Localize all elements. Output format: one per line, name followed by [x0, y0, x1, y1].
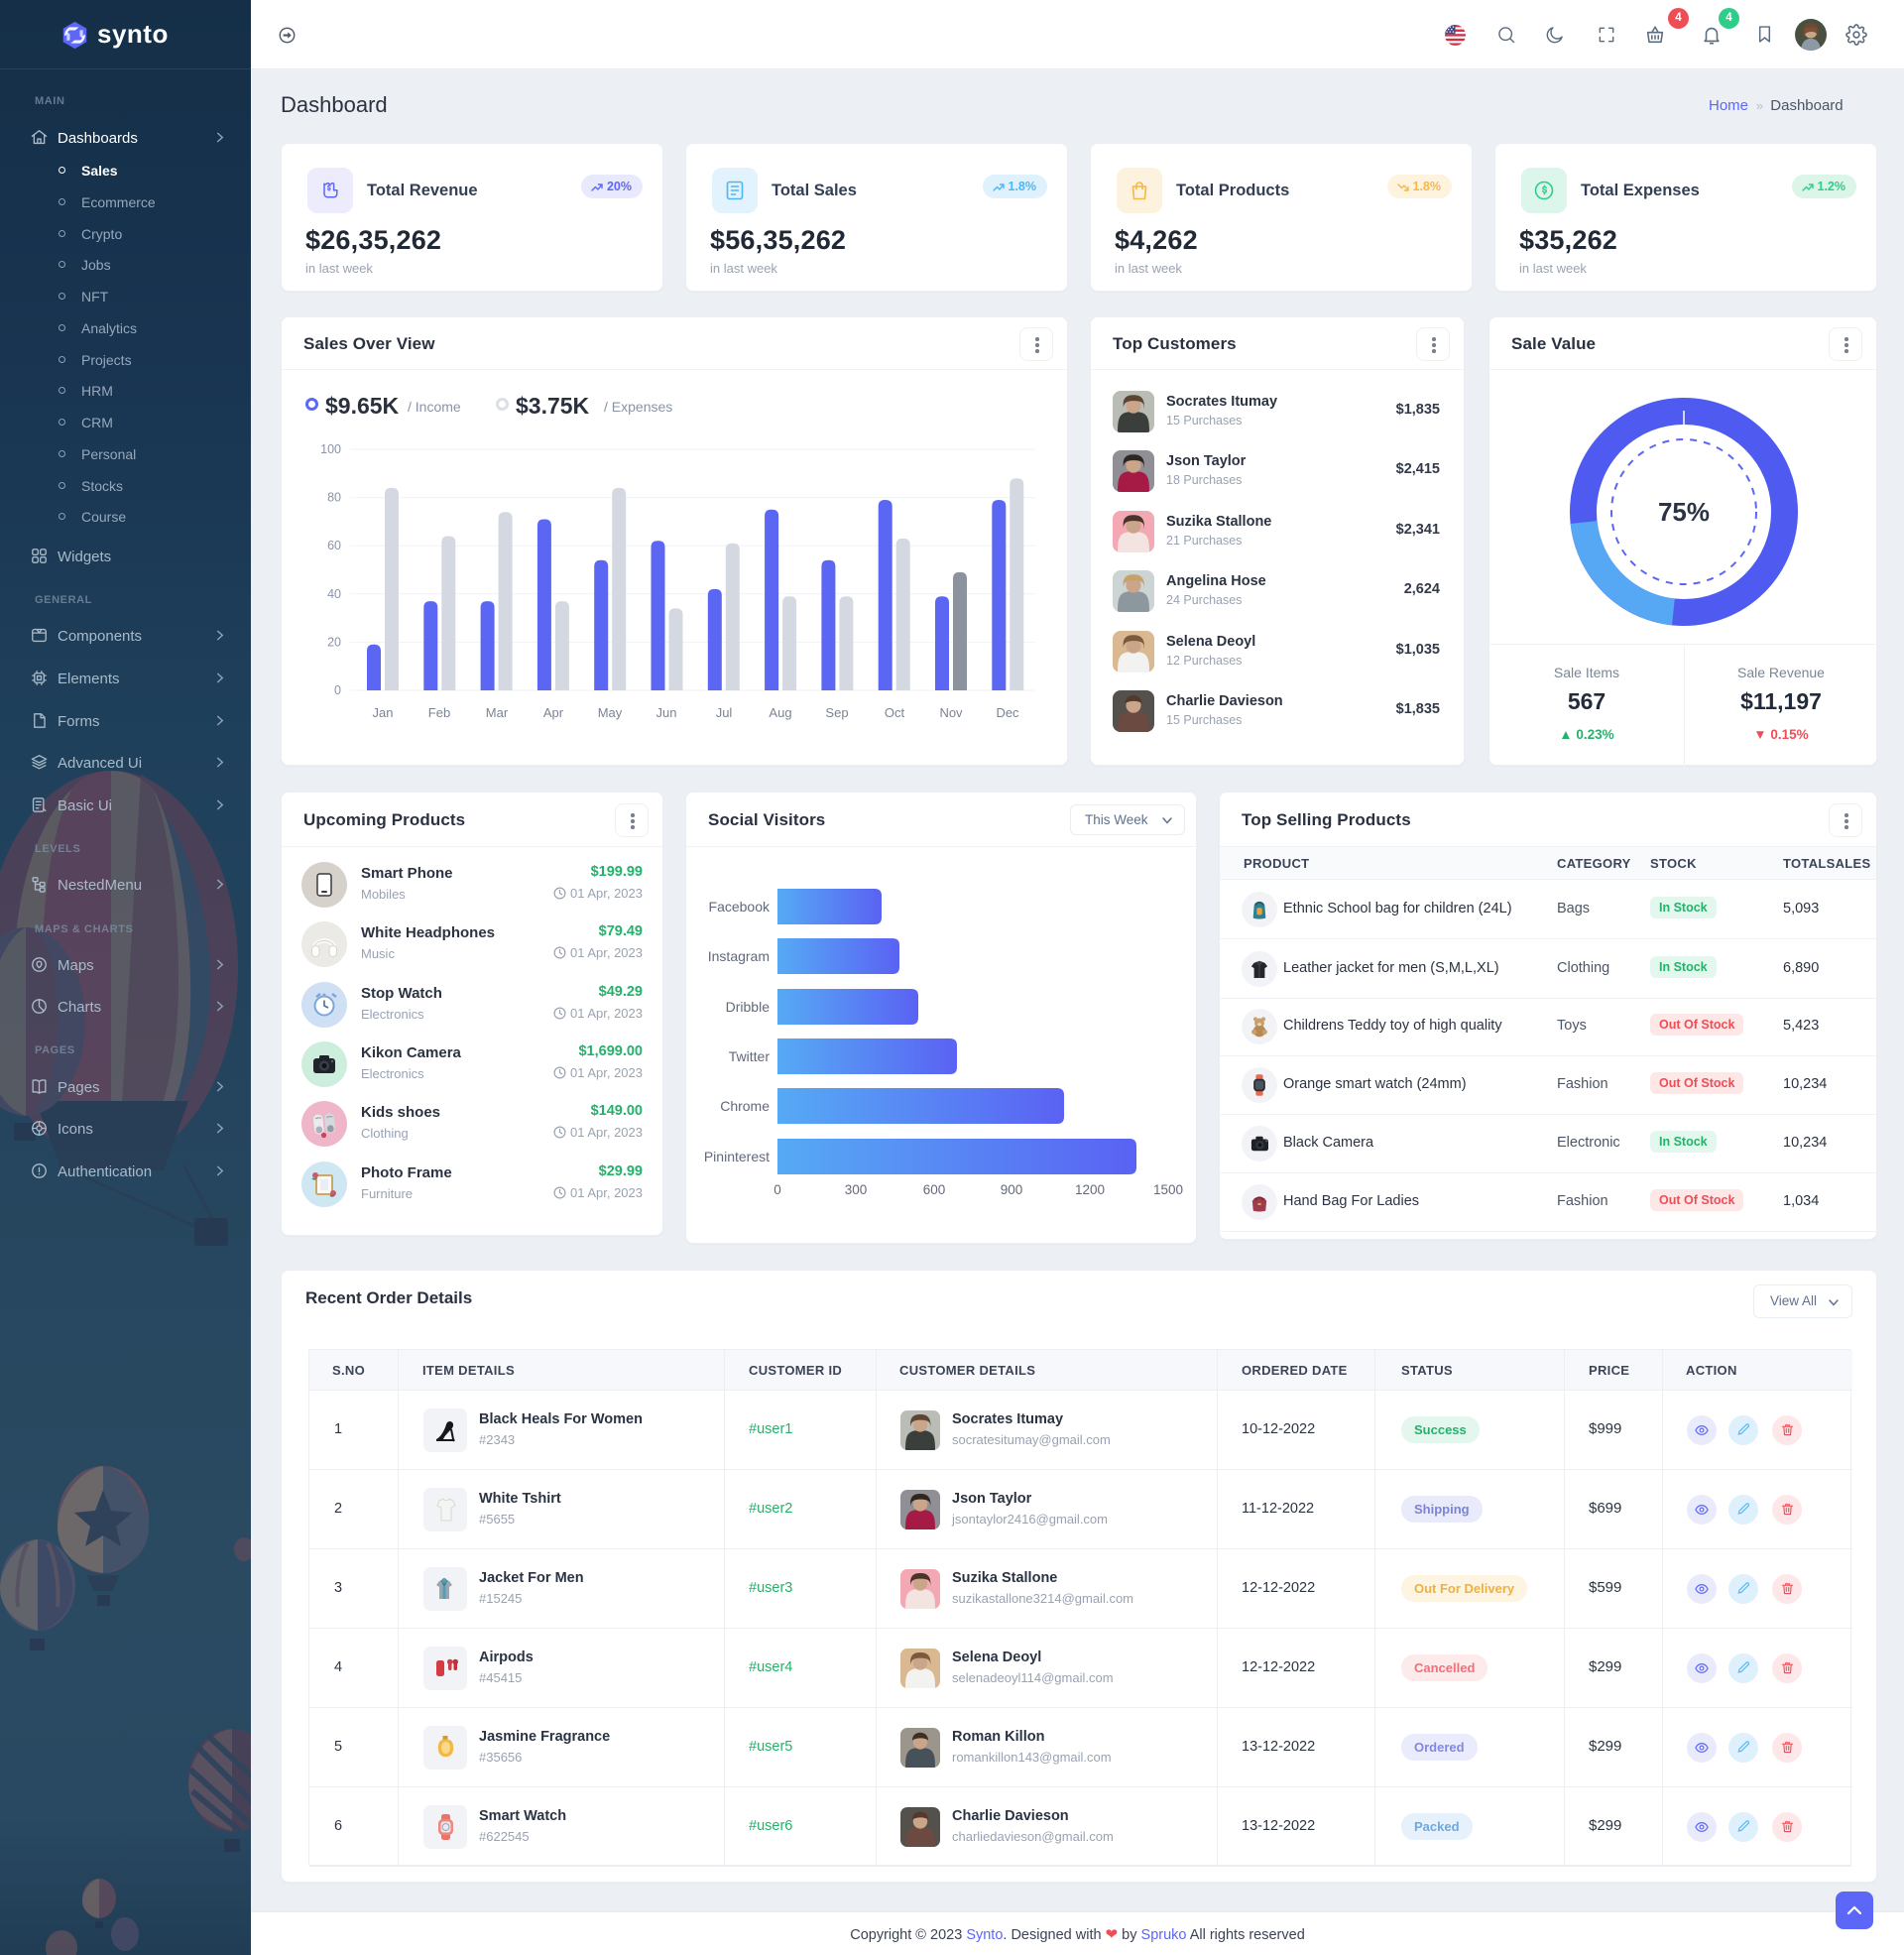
svg-text:Aug: Aug — [769, 705, 791, 720]
svg-text:Apr: Apr — [543, 705, 564, 720]
svg-text:Jan: Jan — [373, 705, 394, 720]
svg-text:Oct: Oct — [885, 705, 905, 720]
svg-text:Sep: Sep — [825, 705, 848, 720]
svg-text:May: May — [598, 705, 623, 720]
svg-text:40: 40 — [327, 587, 341, 601]
svg-text:1200: 1200 — [1075, 1182, 1105, 1197]
svg-text:Mar: Mar — [486, 705, 509, 720]
svg-text:Nov: Nov — [939, 705, 963, 720]
svg-text:Jul: Jul — [716, 705, 733, 720]
svg-text:Dec: Dec — [996, 705, 1019, 720]
svg-text:0: 0 — [334, 683, 341, 697]
svg-text:600: 600 — [923, 1182, 946, 1197]
svg-text:100: 100 — [320, 442, 341, 456]
svg-text:900: 900 — [1001, 1182, 1023, 1197]
svg-text:Twitter: Twitter — [729, 1048, 771, 1064]
svg-text:Pininterest: Pininterest — [704, 1149, 770, 1164]
svg-text:60: 60 — [327, 539, 341, 552]
svg-text:Facebook: Facebook — [709, 899, 771, 915]
svg-text:1500: 1500 — [1153, 1182, 1183, 1197]
svg-text:Chrome: Chrome — [720, 1098, 770, 1114]
svg-text:20: 20 — [327, 635, 341, 649]
svg-text:Instagram: Instagram — [708, 948, 770, 964]
svg-text:Dribble: Dribble — [726, 999, 771, 1015]
svg-text:80: 80 — [327, 491, 341, 505]
svg-text:Jun: Jun — [656, 705, 677, 720]
svg-text:300: 300 — [845, 1182, 868, 1197]
svg-text:75%: 75% — [1658, 497, 1710, 527]
svg-text:Feb: Feb — [428, 705, 450, 720]
svg-text:0: 0 — [774, 1182, 781, 1197]
